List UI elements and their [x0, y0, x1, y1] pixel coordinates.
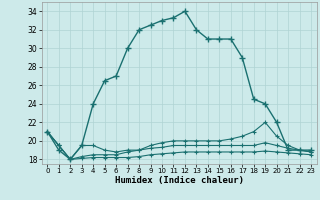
X-axis label: Humidex (Indice chaleur): Humidex (Indice chaleur) — [115, 176, 244, 185]
